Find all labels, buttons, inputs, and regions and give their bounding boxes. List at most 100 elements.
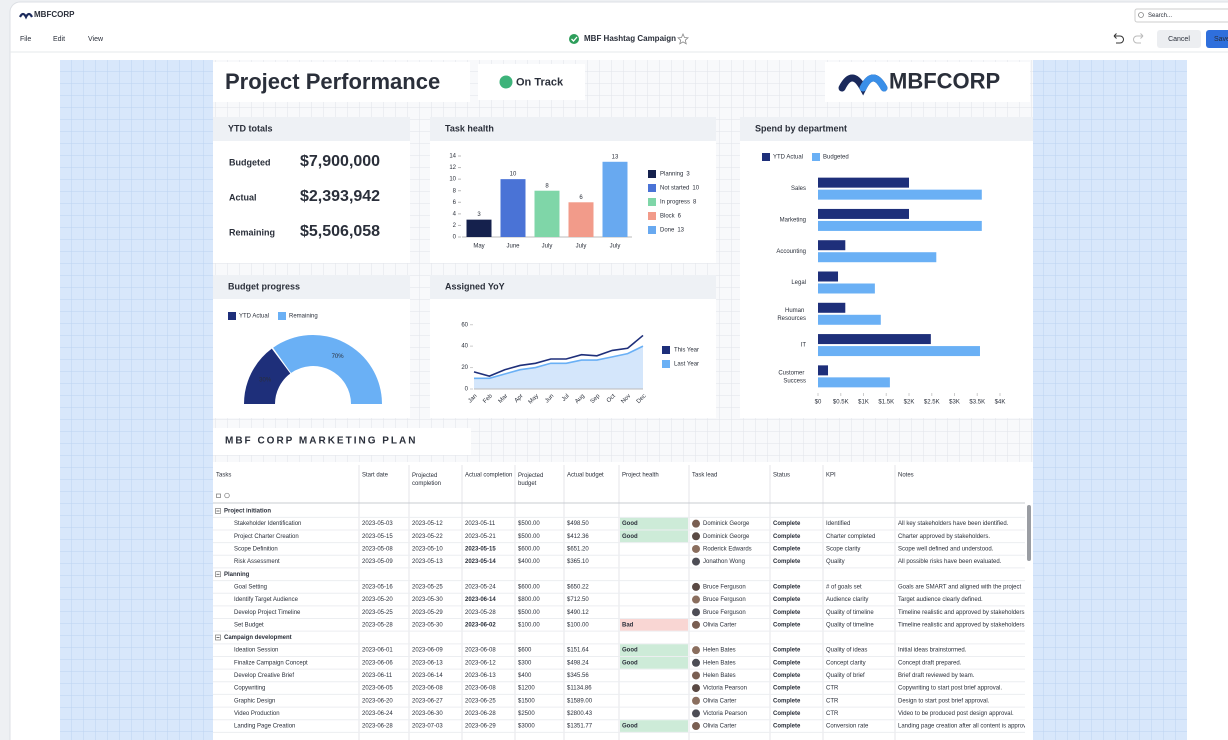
y-tick-label: 10 [449,177,456,183]
table-cell: Video Production [234,711,280,717]
table-cell: 2023-05-14 [465,559,496,565]
menu-item[interactable]: Edit [53,36,65,43]
table-cell: $651.20 [567,547,589,553]
text-line: Projected [412,473,439,479]
bar [818,190,982,200]
x-tick-label: $4K [995,400,1006,406]
table-cell: Olivia Carter [703,698,736,704]
column-header: KPI [826,473,836,479]
column-header: Notes [898,473,914,479]
column-header: Start date [362,473,389,479]
brand-logo: MBFCORP [889,68,1000,93]
table-cell: All possible risks have been evaluated. [898,559,1002,565]
ytd-label: Budgeted [229,157,271,167]
x-tick-label: $1K [858,400,869,406]
table-cell: Scope clarity [826,547,860,553]
y-tick-label: 60 [461,322,468,328]
bar-value-label: 13 [612,154,619,160]
table-cell: Complete [773,686,801,692]
table-cell: Ideation Session [234,648,278,654]
table-cell: 2023-05-15 [465,547,496,553]
table-cell: Audience clarity [826,597,868,603]
menu-item[interactable]: File [20,36,31,43]
y-tick-label: 14 [449,154,456,160]
app-logo: MBFCORP [34,10,75,19]
bar [818,365,828,375]
column-header: Actual completion [465,473,512,479]
menu-item[interactable]: View [88,36,104,43]
legend-swatch [648,212,656,220]
y-category-label: Legal [791,280,806,286]
table-cell: $712.50 [567,597,589,603]
table-cell: 2023-06-28 [465,711,496,717]
table-cell: 2023-05-25 [412,584,443,590]
table-cell: Complete [773,622,801,628]
table-cell: Good [622,534,638,540]
table-cell: Complete [773,660,801,666]
avatar [692,697,700,705]
table-cell: 2023-06-27 [412,698,443,704]
table-cell: $500.00 [518,610,540,616]
table-cell: 2023-05-09 [362,559,393,565]
panel-title: Spend by department [755,123,847,133]
save-label[interactable]: Save [1214,36,1228,43]
x-tick-label: $3K [949,400,960,406]
table-cell: $600 [518,648,532,654]
table-cell: Quality of timeline [826,622,874,628]
bar [818,377,890,387]
cancel-label[interactable]: Cancel [1168,36,1190,43]
table-cell: 2023-05-15 [362,534,393,540]
table-cell: Goals are SMART and aligned with the pro… [898,584,1022,590]
bar-value-label: 10 [510,172,517,178]
legend-swatch [762,153,770,161]
table-cell: Olivia Carter [703,622,736,628]
table-cell: Scope Definition [234,547,278,553]
table-cell: Risk Assessment [234,559,280,565]
avatar [692,558,700,566]
table-cell: 2023-06-25 [465,698,496,704]
avatar [692,545,700,553]
table-cell: 2023-05-28 [465,610,496,616]
document-title: MBF Hashtag Campaign [584,34,676,43]
table-cell: Landing page creation after all content … [898,724,1035,730]
table-cell: 2023-06-08 [412,686,443,692]
table-cell: # of goals set [826,584,862,590]
x-tick-label: June [506,244,520,250]
legend-swatch [228,312,236,320]
table-cell: 2023-06-08 [465,686,496,692]
column-header: Project health [622,473,659,479]
column-header: Task lead [692,473,717,479]
table-cell: 2023-05-08 [362,547,393,553]
legend-swatch [662,346,670,354]
y-tick-label: 20 [461,365,468,371]
legend-label: Last Year [674,362,699,368]
table-cell: $412.36 [567,534,589,540]
avatar [692,583,700,591]
table-cell: Timeline realistic and approved by stake… [898,622,1025,628]
table-cell: Complete [773,547,801,553]
table-cell: Brief draft reviewed by team. [898,673,975,679]
table-cell: 2023-06-06 [362,660,393,666]
table-cell: Complete [773,610,801,616]
table-cell: 2023-06-14 [465,597,496,603]
column-header: Tasks [216,473,231,479]
table-cell: 2023-05-30 [412,597,443,603]
x-tick-label: July [542,244,553,250]
table-cell: Copywriting to start post brief approval… [898,686,1002,692]
table-cell: 2023-05-20 [362,597,393,603]
table-cell: Complete [773,648,801,654]
table-cell: 2023-06-08 [465,648,496,654]
table-cell: Charter approved by stakeholders. [898,534,990,540]
scrollbar-thumb[interactable] [1027,505,1031,561]
table-cell: CTR [826,686,839,692]
table-cell: 2023-06-14 [412,673,443,679]
table-cell: Good [622,648,638,654]
y-tick-label: 12 [449,165,456,171]
table-cell: Target audience clearly defined. [898,597,983,603]
panel-title: Budget progress [228,281,300,291]
text-line: Resources [777,315,806,321]
table-cell: Timeline realistic and approved by stake… [898,610,1025,616]
avatar [692,646,700,654]
search-placeholder[interactable]: Search... [1148,13,1172,19]
table-cell: Concept clarity [826,660,866,666]
